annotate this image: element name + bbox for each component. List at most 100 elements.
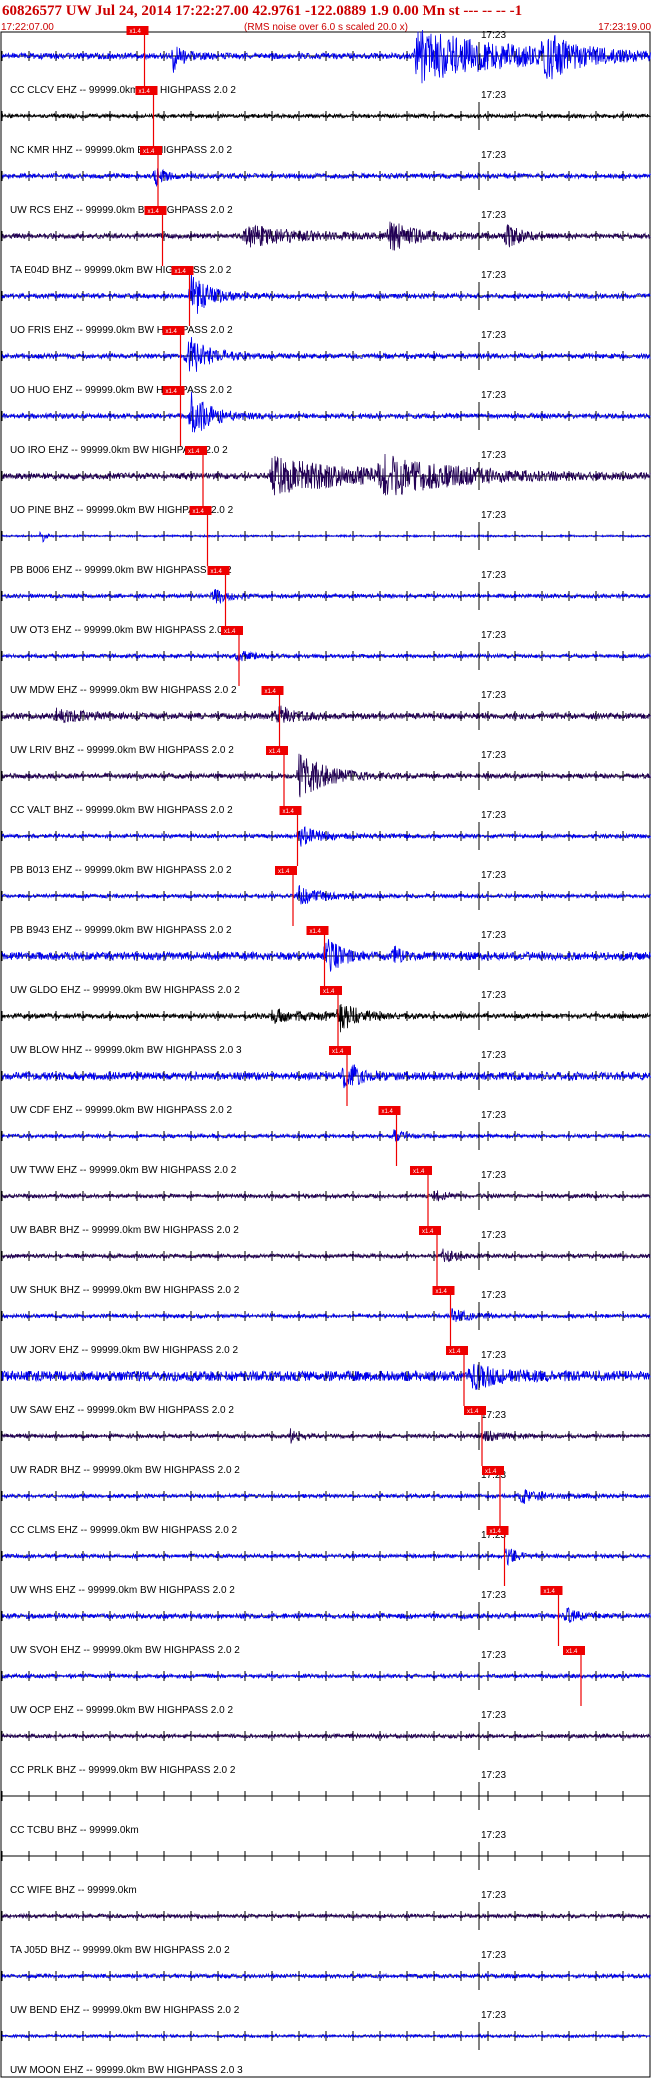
plot-subtitle: (RMS noise over 6.0 s scaled 20.0 x) [244,22,408,33]
minute-label: 17:23 [481,1650,506,1661]
waveform-trace [1,1548,651,1566]
waveform-trace [1,530,651,543]
waveform-trace [1,588,651,605]
waveform-trace [1,2033,651,2040]
waveform-trace [1,336,651,372]
traces-layer: 17:23 CC CLCV EHZ -- 99999.0km BW HIGHPAS… [1,26,651,2076]
station-label: UW SHUK BHZ -- 99999.0km BW HIGHPASS 2.0… [10,1285,240,1296]
minute-label: 17:23 [481,330,506,341]
station-label: UW TWW EHZ -- 99999.0km BW HIGHPASS 2.0 … [10,1165,237,1176]
station-label: CC PRLK BHZ -- 99999.0km BW HIGHPASS 2.0… [10,1765,236,1776]
pick-flag [162,386,185,395]
pick-flag [410,1166,432,1175]
pick-flag [482,1466,504,1475]
station-label: UW OCP EHZ -- 99999.0km BW HIGHPASS 2.0 … [10,1705,233,1716]
waveform-trace [1,1489,651,1504]
minute-label: 17:23 [481,210,506,221]
waveform-trace [1,939,651,972]
station-label: UW GLDO EHZ -- 99999.0km BW HIGHPASS 2.0… [10,985,240,996]
minute-label: 17:23 [481,390,506,401]
station-label: UW MOON EHZ -- 99999.0km BW HIGHPASS 2.0… [10,2065,243,2076]
waveform-trace [1,1064,651,1089]
minute-label: 17:23 [481,1950,506,1961]
waveform-trace [1,1912,651,1920]
pick-flag [162,326,185,335]
pick-flag [126,26,149,35]
pick-label: x1.4 [467,1409,479,1415]
station-label: PB B006 EHZ -- 99999.0km BW HIGHPASS 2.0… [10,565,232,576]
waveform-trace [1,1732,651,1740]
minute-label: 17:23 [481,1470,506,1481]
pick-flag [144,206,167,215]
pick-flag [464,1406,486,1415]
pick-flag [261,686,284,695]
station-label: UW BLOW HHZ -- 99999.0km BW HIGHPASS 2.0… [10,1045,242,1056]
pick-label: x1.4 [283,809,295,815]
minute-label: 17:23 [481,1410,506,1421]
minute-label: 17:23 [481,2010,506,2021]
pick-flag [207,566,230,575]
waveform-trace [1,112,651,120]
waveform-trace [1,826,651,847]
pick-flag [140,146,162,155]
pick-label: x1.4 [566,1649,578,1655]
station-label: UW BEND EHZ -- 99999.0km BW HIGHPASS 2.0… [10,2005,240,2016]
minute-label: 17:23 [481,930,506,941]
pick-label: x1.4 [143,149,155,155]
minute-label: 17:23 [481,1770,506,1781]
station-label: UW SVOH EHZ -- 99999.0km BW HIGHPASS 2.0… [10,1645,240,1656]
pick-label: x1.4 [130,29,142,35]
minute-label: 17:23 [481,270,506,281]
minute-label: 17:23 [481,990,506,1001]
station-label: TA J05D BHZ -- 99999.0km BW HIGHPASS 2.0… [10,1945,230,1956]
pick-label: x1.4 [265,689,277,695]
waveform-trace [1,1972,651,1980]
station-label: UW LRIV BHZ -- 99999.0km BW HIGHPASS 2.0… [10,745,234,756]
waveform-trace [1,650,651,662]
minute-label: 17:23 [481,630,506,641]
station-label: UO FRIS EHZ -- 99999.0km BW HIGHPASS 2.0… [10,325,233,336]
pick-label: x1.4 [175,269,187,275]
minute-label: 17:23 [481,870,506,881]
pick-flag [378,1106,401,1115]
plot-frame [0,31,651,2078]
station-label: UW JORV EHZ -- 99999.0km BW HIGHPASS 2.0… [10,1345,238,1356]
minute-label: 17:23 [481,1110,506,1121]
pick-flag [279,806,302,815]
pick-label: x1.4 [332,1049,344,1055]
pick-flag [563,1646,585,1655]
station-label: UW RADR BHZ -- 99999.0km BW HIGHPASS 2.0… [10,1465,240,1476]
pick-label: x1.4 [139,89,151,95]
pick-label: x1.4 [310,929,322,935]
minute-label: 17:23 [481,1530,506,1541]
pick-label: x1.4 [449,1349,461,1355]
pick-flag [221,626,243,635]
station-label: UO IRO EHZ -- 99999.0km BW HIGHPASS 2.0 … [10,445,228,456]
station-label: PB B943 EHZ -- 99999.0km BW HIGHPASS 2.0… [10,925,232,936]
waveform-trace [1,1672,651,1680]
pick-flag [185,446,207,455]
station-label: UW RCS EHZ -- 99999.0km BW HIGHPASS 2.0 … [10,205,233,216]
pick-flag [171,266,194,275]
pick-label: x1.4 [485,1469,497,1475]
waveform-trace [1,753,651,798]
minute-label: 17:23 [481,1590,506,1601]
pick-label: x1.4 [422,1229,434,1235]
minute-label: 17:23 [481,150,506,161]
pick-flag [275,866,297,875]
pick-flag [446,1346,468,1355]
pick-flag [329,1046,351,1055]
start-time: 17:22:07.00 [1,22,54,33]
pick-label: x1.4 [188,449,200,455]
pick-label: x1.4 [211,569,223,575]
waveform-trace [1,885,651,905]
pick-flag [320,986,342,995]
end-time: 17:23:19.00 [598,22,651,33]
waveform-trace [1,29,651,84]
minute-label: 17:23 [481,1710,506,1721]
station-label: UW SAW EHZ -- 99999.0km BW HIGHPASS 2.0 … [10,1405,234,1416]
pick-label: x1.4 [490,1529,502,1535]
waveform-trace [1,391,651,433]
station-label: UW WHS EHZ -- 99999.0km BW HIGHPASS 2.0 … [10,1585,235,1596]
